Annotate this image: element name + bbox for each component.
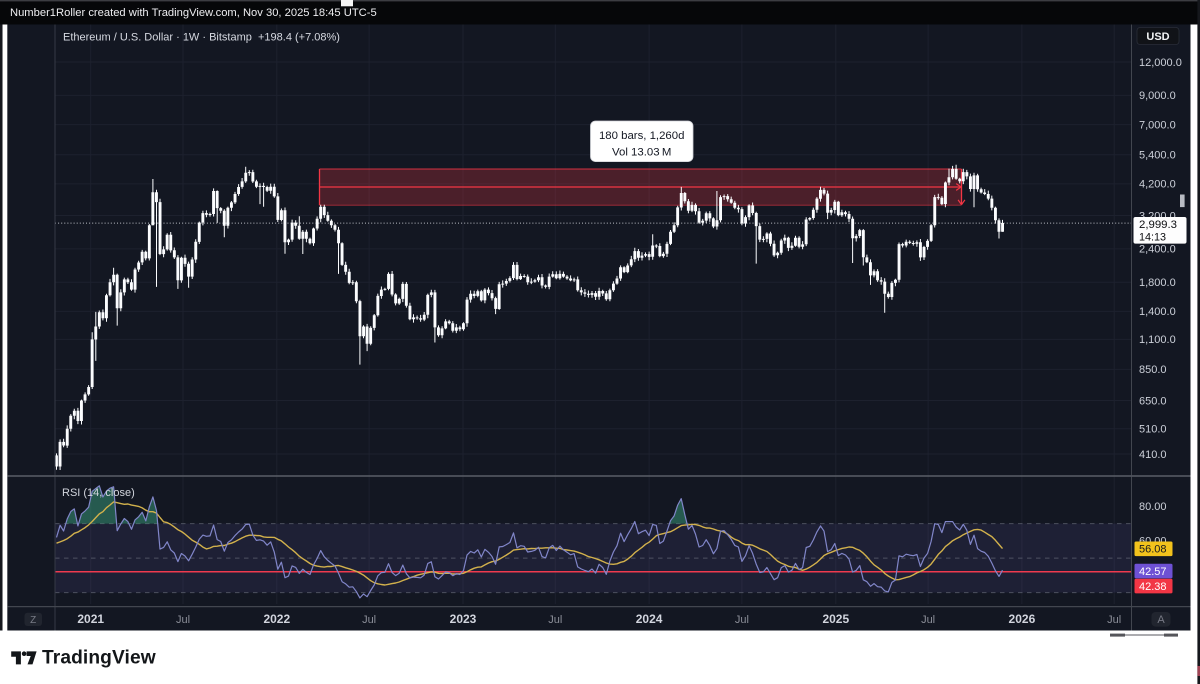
svg-text:A: A <box>1157 614 1165 626</box>
svg-text:180 bars, 1,260d: 180 bars, 1,260d <box>599 130 685 142</box>
svg-text:42.57: 42.57 <box>1139 566 1167 578</box>
svg-text:RSI (14, close): RSI (14, close) <box>62 487 135 499</box>
svg-text:1,800.0: 1,800.0 <box>1139 277 1176 289</box>
svg-text:2,999.3: 2,999.3 <box>1139 219 1177 231</box>
svg-text:5,400.0: 5,400.0 <box>1139 150 1176 162</box>
svg-text:Ethereum / U.S. Dollar · 1W ·: Ethereum / U.S. Dollar · 1W · Bitstamp +… <box>63 32 340 44</box>
svg-text:1,400.0: 1,400.0 <box>1139 306 1176 318</box>
svg-text:14:13: 14:13 <box>1139 231 1166 243</box>
svg-text:2022: 2022 <box>263 612 290 626</box>
svg-text:TradingView: TradingView <box>42 648 156 669</box>
svg-text:2021: 2021 <box>77 612 104 626</box>
svg-text:Z: Z <box>30 615 36 626</box>
svg-text:Jul: Jul <box>176 614 190 626</box>
svg-text:56.08: 56.08 <box>1139 544 1167 556</box>
svg-text:410.0: 410.0 <box>1139 449 1167 461</box>
svg-text:Vol 13.03 M: Vol 13.03 M <box>612 147 671 159</box>
svg-text:80.00: 80.00 <box>1139 501 1167 513</box>
svg-text:USD: USD <box>1146 31 1169 43</box>
svg-text:4,200.0: 4,200.0 <box>1139 179 1176 191</box>
svg-text:2,400.0: 2,400.0 <box>1139 244 1176 256</box>
svg-text:Jul: Jul <box>735 614 749 626</box>
svg-text:7,000.0: 7,000.0 <box>1139 119 1176 131</box>
svg-text:Number1Roller created with Tra: Number1Roller created with TradingView.c… <box>10 7 377 19</box>
svg-text:Jul: Jul <box>1107 614 1121 626</box>
svg-text:650.0: 650.0 <box>1139 395 1167 407</box>
svg-text:12,000.0: 12,000.0 <box>1139 57 1182 69</box>
svg-text:9,000.0: 9,000.0 <box>1139 90 1176 102</box>
svg-text:2025: 2025 <box>822 612 849 626</box>
svg-text:850.0: 850.0 <box>1139 364 1167 376</box>
svg-text:1,100.0: 1,100.0 <box>1139 334 1176 346</box>
svg-text:Jul: Jul <box>921 614 935 626</box>
svg-text:2024: 2024 <box>636 612 663 626</box>
svg-text:Jul: Jul <box>362 614 376 626</box>
svg-text:2023: 2023 <box>450 612 477 626</box>
svg-text:510.0: 510.0 <box>1139 424 1167 436</box>
svg-text:Jul: Jul <box>548 614 562 626</box>
svg-text:2026: 2026 <box>1009 612 1036 626</box>
svg-text:42.38: 42.38 <box>1139 581 1167 593</box>
